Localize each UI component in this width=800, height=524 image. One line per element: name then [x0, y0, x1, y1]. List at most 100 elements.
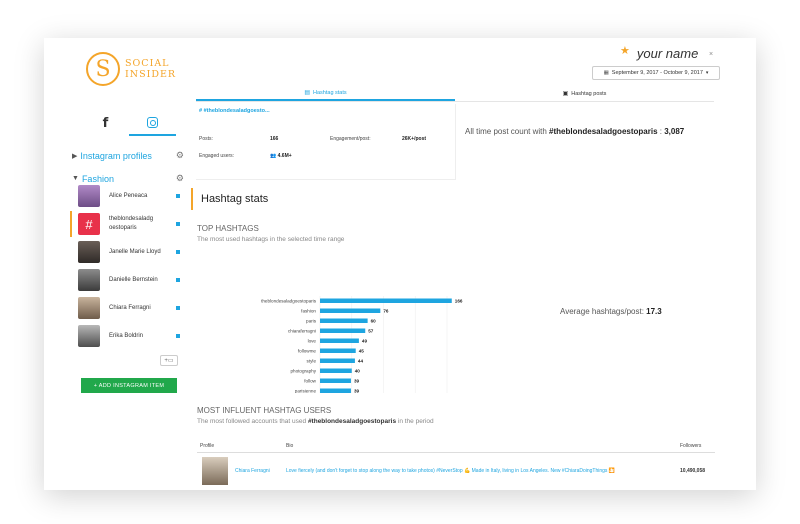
hashtag-summary-card: # #theblondesaladgoesto... Posts: 166 En…	[196, 104, 456, 180]
data-label: 39	[354, 379, 360, 384]
category-label: paris	[306, 319, 317, 324]
date-range-label: September 9, 2017 - October 9, 2017	[611, 70, 703, 76]
profile-item[interactable]: Erika Boldrin	[70, 323, 184, 349]
selected-square-icon	[176, 250, 180, 254]
star-icon: ★	[620, 45, 630, 57]
category-label: chiaraferragni	[288, 329, 316, 334]
average-hashtags: Average hashtags/post: 17.3	[560, 307, 662, 316]
top-hashtags-title: TOP HASHTAGS	[197, 224, 259, 233]
bar	[320, 298, 452, 303]
engaged-users-label: Engaged users:	[199, 153, 235, 159]
avatar	[78, 241, 100, 263]
image-icon: ▣	[562, 91, 569, 97]
category-label: love	[308, 339, 317, 344]
profile-name: Erika Boldrin	[109, 332, 144, 339]
fashion-section[interactable]: ▼ Fashion ⚙	[72, 173, 184, 184]
row-profile-name[interactable]: Chiara Ferragni	[235, 468, 270, 474]
chart-icon: ▤	[304, 90, 311, 96]
top-hashtags-chart: 04080120160theblondesaladgoestoparis166f…	[261, 296, 463, 394]
bar	[320, 338, 359, 343]
caret-right-icon: ▶	[72, 152, 78, 160]
all-time-post-count: All time post count with #theblondesalad…	[465, 127, 685, 136]
profile-item[interactable]: Janelle Marie Lloyd	[70, 239, 184, 265]
tab-hashtag-stats[interactable]: ▤ Hashtag stats	[196, 86, 455, 101]
data-label: 57	[368, 329, 374, 334]
social-network-tabs: f	[82, 110, 176, 136]
average-value: 17.3	[646, 307, 662, 316]
users-icon: 👥	[270, 153, 278, 159]
social-insider-logo[interactable]: S SOCIAL INSIDER	[86, 52, 176, 86]
all-time-hashtag: #theblondesaladgoestoparis	[549, 127, 658, 136]
profile-item[interactable]: Chiara Ferragni	[70, 295, 184, 321]
add-instagram-item-button[interactable]: + ADD INSTAGRAM ITEM	[81, 378, 177, 393]
hashtag-stats-title: Hashtag stats	[191, 188, 268, 210]
category-label: fashion	[301, 309, 316, 314]
hashtag-name[interactable]: # #theblondesaladgoesto...	[199, 108, 270, 114]
app-window: S SOCIAL INSIDER f ▶ Instagram profiles …	[44, 38, 756, 490]
selected-square-icon	[176, 278, 180, 282]
posts-value: 166	[270, 136, 279, 142]
engagement-label: Engagement/post:	[330, 136, 371, 142]
category-label: photography	[290, 369, 316, 374]
profile-name: Chiara Ferragni	[109, 304, 151, 311]
table-header: Profile Bio Followers	[197, 439, 715, 453]
logo-line-2: INSIDER	[125, 69, 177, 80]
profile-name: Alice Peneaca	[109, 192, 148, 199]
tab-hashtag-posts[interactable]: ▣ Hashtag posts	[562, 90, 607, 98]
profile-item[interactable]: Danielle Bernstein	[70, 267, 184, 293]
gear-icon[interactable]: ⚙	[175, 150, 184, 160]
category-label: theblondesaladgoestoparis	[261, 299, 317, 304]
bar	[320, 328, 366, 333]
avatar	[78, 185, 100, 207]
bar	[320, 358, 355, 363]
facebook-tab[interactable]: f	[82, 110, 129, 136]
date-range-picker[interactable]: ▦ September 9, 2017 - October 9, 2017 ▾	[592, 66, 720, 80]
data-label: 40	[355, 369, 361, 374]
data-label: 76	[383, 309, 389, 314]
gear-icon[interactable]: ⚙	[175, 173, 184, 183]
instagram-profiles-section[interactable]: ▶ Instagram profiles ⚙	[72, 150, 184, 161]
selected-square-icon	[176, 306, 180, 310]
column-bio: Bio	[286, 443, 294, 449]
data-label: 60	[371, 319, 377, 324]
profile-list: Alice Peneaca # theblondesaladg oestopar…	[70, 183, 184, 351]
data-label: 44	[358, 359, 364, 364]
bar	[320, 308, 381, 313]
avatar	[78, 297, 100, 319]
column-followers: Followers	[680, 443, 702, 449]
close-icon[interactable]: ×	[709, 51, 714, 58]
chevron-down-icon: ▾	[705, 70, 709, 76]
category-label: parisienne	[295, 389, 317, 394]
instagram-tab[interactable]	[129, 110, 176, 136]
category-label: followme	[298, 349, 317, 354]
row-followers: 10,490,058	[680, 468, 706, 474]
hashtag-avatar: #	[78, 213, 100, 235]
data-label: 39	[354, 389, 360, 393]
bar	[320, 388, 351, 393]
table-row[interactable]: Chiara Ferragni Love fiercely (and don't…	[197, 456, 715, 486]
row-bio[interactable]: Love fiercely (and don't forget to stop …	[286, 468, 616, 474]
profile-name: Janelle Marie Lloyd	[109, 248, 161, 255]
user-menu[interactable]: ★ your name	[620, 45, 698, 61]
data-label: 45	[359, 349, 365, 354]
column-profile: Profile	[200, 443, 215, 449]
top-hashtags-subtitle: The most used hashtags in the selected t…	[197, 236, 345, 243]
bar	[320, 318, 368, 323]
profile-name: theblondesaladg oestoparis	[109, 216, 154, 231]
avatar	[78, 325, 100, 347]
influent-users-subtitle: The most followed accounts that used #th…	[197, 418, 434, 425]
avatar	[78, 269, 100, 291]
profile-item[interactable]: Alice Peneaca	[70, 183, 184, 209]
bar	[320, 378, 351, 383]
profile-name: Danielle Bernstein	[109, 276, 158, 283]
selected-square-icon	[176, 334, 180, 338]
category-label: follow	[304, 379, 316, 384]
bar	[320, 368, 352, 373]
fashion-label: Fashion	[81, 173, 114, 184]
toggle-view-button[interactable]: +▭	[160, 355, 178, 366]
data-label: 49	[362, 339, 368, 344]
engagement-value: 26K+/post	[402, 136, 427, 142]
logo-line-1: SOCIAL	[125, 58, 170, 69]
all-time-value: 3,087	[664, 127, 685, 136]
profile-item-active[interactable]: # theblondesaladg oestoparis	[70, 211, 184, 237]
